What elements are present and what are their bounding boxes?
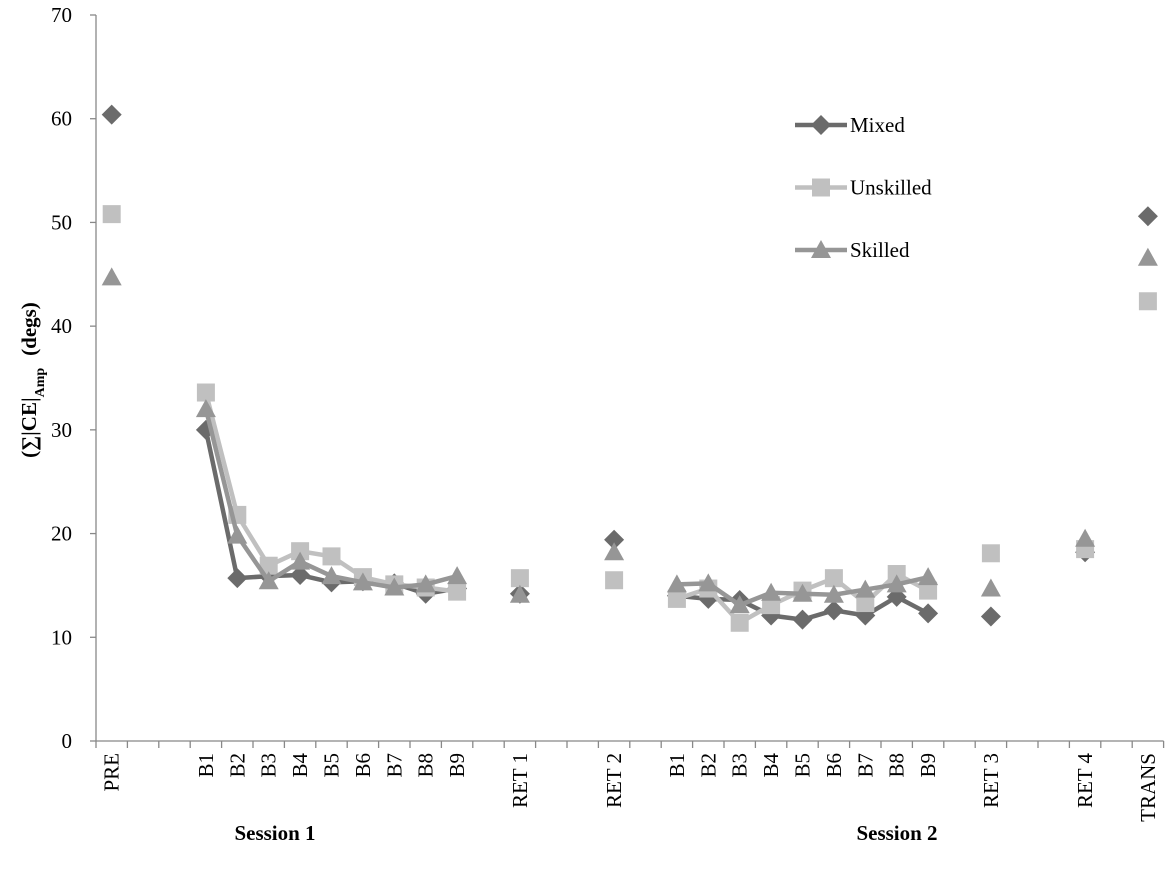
marker <box>447 566 468 585</box>
group-label: Session 1 <box>234 821 315 845</box>
y-tick-label: 40 <box>51 314 72 338</box>
y-tick-label: 70 <box>51 3 72 27</box>
marker <box>605 571 624 590</box>
x-tick-label: B7 <box>382 753 406 778</box>
marker <box>981 544 1000 563</box>
marker <box>290 551 311 570</box>
x-tick-label: B9 <box>916 753 940 778</box>
marker <box>259 556 278 575</box>
marker <box>730 613 749 632</box>
marker <box>823 600 844 621</box>
x-tick-label: RET 3 <box>979 753 1003 808</box>
marker <box>811 115 831 135</box>
x-tick-label: B9 <box>445 753 469 778</box>
marker <box>604 542 625 561</box>
y-tick-label: 10 <box>51 625 72 649</box>
x-tick-label: RET 1 <box>508 753 532 808</box>
marker <box>855 579 876 598</box>
marker <box>101 267 122 286</box>
marker <box>1137 247 1158 266</box>
marker <box>227 525 248 544</box>
marker <box>604 529 625 550</box>
marker <box>227 568 248 589</box>
marker <box>792 583 813 602</box>
marker <box>666 574 687 593</box>
x-tick-label: B3 <box>257 753 281 778</box>
x-tick-label: B4 <box>759 753 783 778</box>
marker <box>448 582 467 601</box>
x-tick-label: RET 2 <box>602 753 626 808</box>
marker <box>698 573 719 592</box>
marker <box>1137 206 1158 227</box>
marker <box>824 569 843 588</box>
marker <box>1075 528 1096 547</box>
x-tick-label: TRANS <box>1136 753 1160 822</box>
marker <box>918 603 939 624</box>
marker <box>811 240 831 258</box>
x-tick-label: RET 4 <box>1073 753 1097 809</box>
legend-label: Mixed <box>850 113 905 137</box>
marker <box>918 567 939 586</box>
y-tick-label: 30 <box>51 418 72 442</box>
marker <box>812 178 830 197</box>
x-tick-label: PRE <box>100 753 124 792</box>
marker <box>667 589 686 608</box>
marker <box>321 566 342 585</box>
y-axis-label: (∑|CE|Amp (degs) <box>17 302 48 458</box>
marker <box>415 574 436 593</box>
marker <box>1138 292 1157 311</box>
x-tick-label: B3 <box>728 753 752 778</box>
y-tick-label: 0 <box>62 729 73 753</box>
marker <box>919 581 938 600</box>
legend-label: Skilled <box>850 238 910 262</box>
y-label-unit: (degs) <box>17 302 41 356</box>
x-tick-label: B2 <box>696 753 720 778</box>
marker <box>352 572 373 591</box>
y-label-main: (∑|CE| <box>17 397 41 457</box>
marker <box>384 577 405 596</box>
x-tick-label: B5 <box>320 753 344 778</box>
marker <box>761 582 782 601</box>
y-label-sub: Amp <box>33 368 48 398</box>
x-tick-label: B7 <box>853 753 877 778</box>
marker <box>290 565 311 586</box>
marker <box>886 574 907 593</box>
legend-label: Unskilled <box>850 176 932 200</box>
x-tick-label: B8 <box>414 753 438 778</box>
marker <box>856 594 875 613</box>
marker <box>980 606 1001 627</box>
x-tick-label: B4 <box>288 753 312 778</box>
x-tick-label: B6 <box>351 753 375 778</box>
marker <box>196 383 215 402</box>
x-tick-label: B1 <box>665 753 689 778</box>
marker <box>101 104 122 125</box>
marker <box>729 595 750 614</box>
marker <box>195 399 216 418</box>
y-tick-label: 20 <box>51 522 72 546</box>
marker <box>291 542 310 561</box>
x-tick-label: B8 <box>885 753 909 778</box>
marker <box>823 584 844 603</box>
marker <box>102 205 121 224</box>
marker <box>792 609 813 630</box>
marker <box>509 584 530 603</box>
marker <box>887 565 906 584</box>
marker <box>258 571 279 590</box>
marker <box>322 547 341 566</box>
x-tick-label: B2 <box>225 753 249 778</box>
x-tick-label: B1 <box>194 753 218 778</box>
marker <box>980 578 1001 597</box>
y-tick-label: 50 <box>51 210 72 234</box>
x-tick-label: B6 <box>822 753 846 778</box>
marker <box>510 569 529 588</box>
y-tick-label: 60 <box>51 107 72 131</box>
group-label: Session 2 <box>856 821 937 845</box>
x-tick-label: B5 <box>791 753 815 778</box>
